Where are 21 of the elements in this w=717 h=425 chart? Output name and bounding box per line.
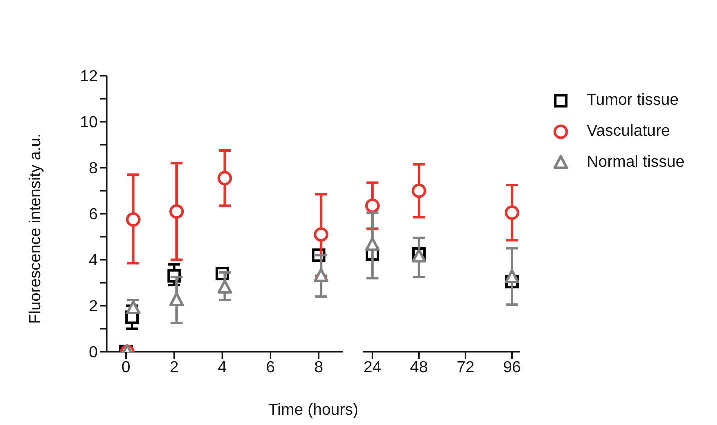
x-tick-label: 48 (410, 359, 428, 376)
y-axis-title: Fluorescence intensity a.u. (28, 134, 45, 324)
y-tick-label: 0 (89, 344, 98, 362)
x-tick-label: 0 (122, 359, 131, 376)
y-tick-label: 4 (89, 252, 98, 270)
y-tick-label: 2 (89, 298, 98, 316)
x-tick-label: 24 (364, 359, 382, 376)
x-axis-title: Time (hours) (267, 402, 360, 420)
x-tick-label: 96 (503, 359, 522, 376)
y-tick-label: 12 (80, 68, 98, 86)
y-tick-label: 8 (89, 160, 98, 178)
x-tick-label: 4 (218, 359, 228, 376)
x-tick-label: 2 (170, 359, 179, 376)
x-tick-label: 8 (314, 359, 324, 376)
x-tick-label: 72 (456, 359, 475, 376)
legend-label: Tumor tissue (587, 92, 679, 110)
legend-label: Vasculature (587, 122, 670, 140)
y-tick-label: 6 (89, 206, 98, 224)
y-tick-label: 10 (80, 114, 98, 132)
legend-label: Normal tissue (587, 154, 685, 172)
x-tick-label: 6 (266, 359, 276, 376)
